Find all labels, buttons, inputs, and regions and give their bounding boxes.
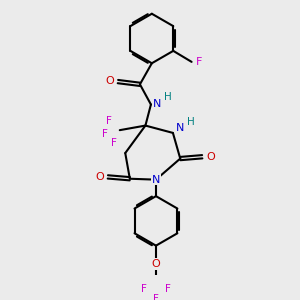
Text: O: O	[95, 172, 104, 182]
Text: O: O	[206, 152, 215, 162]
Text: H: H	[188, 117, 195, 127]
Text: F: F	[106, 116, 112, 126]
Text: N: N	[176, 123, 184, 133]
Text: N: N	[153, 99, 161, 109]
Text: F: F	[153, 294, 159, 300]
Text: N: N	[152, 175, 160, 185]
Text: F: F	[165, 284, 171, 294]
Text: F: F	[196, 57, 202, 67]
Text: F: F	[111, 138, 117, 148]
Text: O: O	[105, 76, 114, 86]
Text: H: H	[164, 92, 171, 102]
Text: F: F	[102, 129, 108, 139]
Text: F: F	[141, 284, 147, 294]
Text: O: O	[152, 259, 160, 269]
